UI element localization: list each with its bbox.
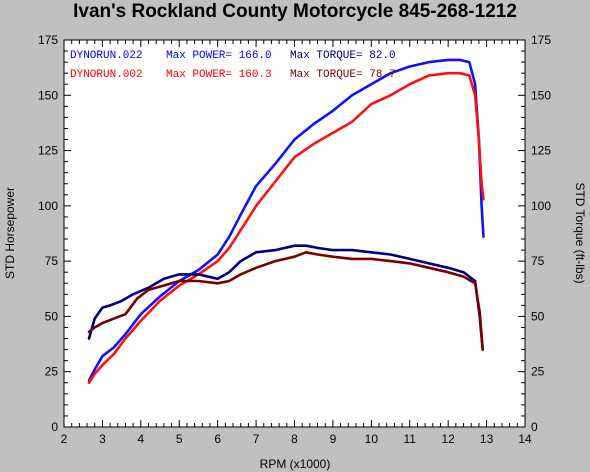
legend-max-torque: Max TORQUE= 82.0 <box>290 50 396 62</box>
x-tick-label: 14 <box>518 432 532 446</box>
chart-title: Ivan's Rockland County Motorcycle 845-26… <box>73 1 517 22</box>
x-tick-label: 12 <box>441 432 455 446</box>
y-tick-label-right: 100 <box>531 199 551 213</box>
x-tick-label: 9 <box>330 432 337 446</box>
plot-border <box>63 39 526 428</box>
y-tick-label-right: 75 <box>531 254 545 268</box>
x-tick-label: 13 <box>480 432 494 446</box>
y-tick-label-left: 50 <box>45 309 59 323</box>
x-tick-label: 5 <box>176 432 183 446</box>
legend-max-power: Max POWER= 160.3 <box>166 69 272 81</box>
y-tick-label-left: 175 <box>38 33 58 47</box>
series-line-torque-run002 <box>87 251 485 351</box>
x-tick-label: 10 <box>365 432 379 446</box>
x-tick-label: 4 <box>137 432 144 446</box>
legend-max-torque: Max TORQUE= 78.7 <box>290 69 396 81</box>
x-axis-label: RPM (x1000) <box>260 457 331 471</box>
y-tick-label-left: 75 <box>45 254 59 268</box>
legend-run-name: DYNORUN.002 <box>70 69 143 81</box>
legend-max-power: Max POWER= 166.0 <box>166 50 272 62</box>
x-tick-label: 2 <box>61 432 68 446</box>
y-tick-label-right: 0 <box>531 420 538 434</box>
y-tick-label-right: 50 <box>531 309 545 323</box>
y-tick-label-left: 0 <box>51 420 58 434</box>
y-tick-label-right: 150 <box>531 88 551 102</box>
series-line-power-run022 <box>87 58 485 382</box>
legend-run-name: DYNORUN.022 <box>70 50 143 62</box>
y-tick-label-left: 25 <box>45 365 59 379</box>
y-tick-label-left: 150 <box>38 88 58 102</box>
x-tick-label: 6 <box>214 432 221 446</box>
series-line-power-run002 <box>87 71 485 385</box>
x-tick-label: 8 <box>291 432 298 446</box>
y-tick-label-right: 175 <box>531 33 551 47</box>
y-axis-right-label: STD Torque (ft-lbs) <box>573 182 587 283</box>
y-axis-left-label: STD Horsepower <box>3 187 17 279</box>
x-tick-label: 11 <box>404 432 417 446</box>
x-tick-label: 3 <box>99 432 106 446</box>
y-tick-label-right: 25 <box>531 365 545 379</box>
y-tick-label-left: 100 <box>38 199 58 213</box>
y-tick-label-left: 125 <box>38 144 58 158</box>
plot-area <box>64 40 525 427</box>
series-line-torque-run022 <box>87 244 485 351</box>
x-tick-label: 7 <box>253 432 260 446</box>
y-tick-label-right: 125 <box>531 144 551 158</box>
